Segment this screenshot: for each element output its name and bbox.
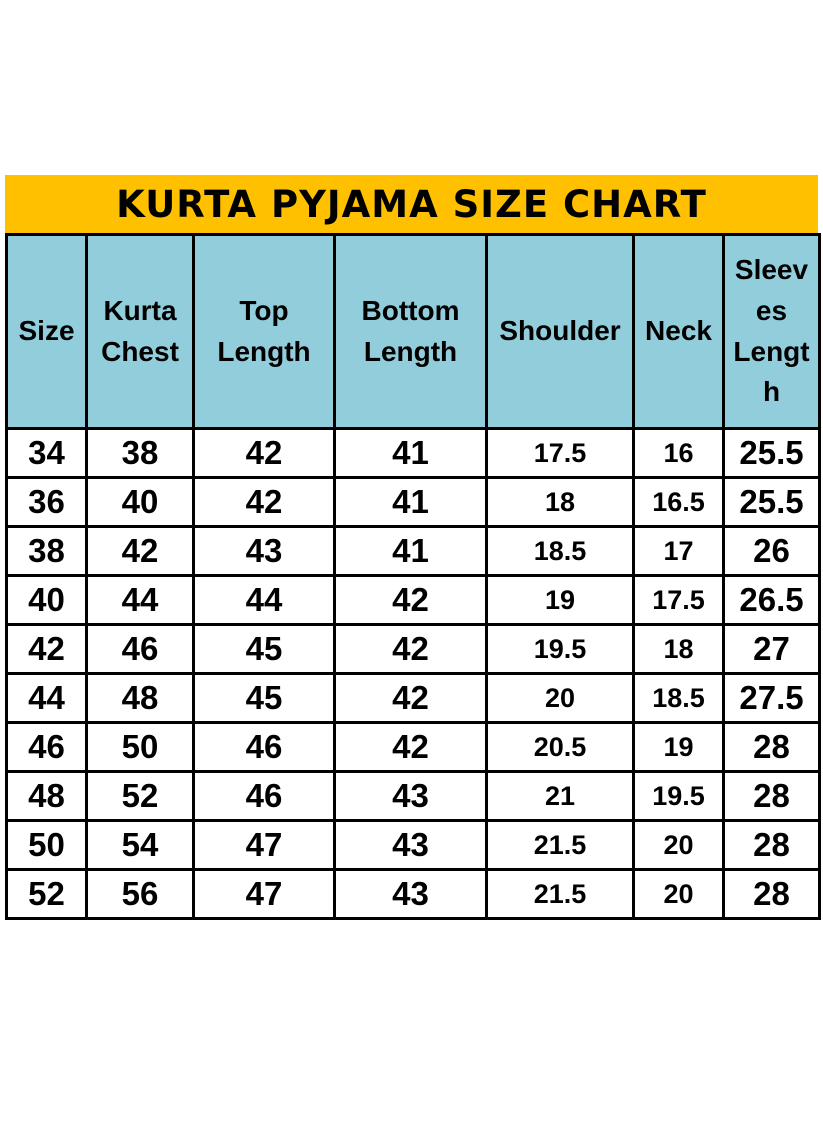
table-row: 38 42 43 41 18.5 17 26 bbox=[5, 525, 821, 577]
header-row: Size Kurta Chest Top Length Bottom Length Sh… bbox=[5, 233, 821, 430]
cell-r5-c5: 18.5 bbox=[632, 672, 725, 724]
cell-r8-c0: 50 bbox=[5, 819, 88, 871]
cell-r3-c0: 40 bbox=[5, 574, 88, 626]
cell-r0-c1: 38 bbox=[85, 427, 195, 479]
cell-r1-c2: 42 bbox=[192, 476, 336, 528]
cell-r3-c1: 44 bbox=[85, 574, 195, 626]
cell-r5-c0: 44 bbox=[5, 672, 88, 724]
cell-r2-c5: 17 bbox=[632, 525, 725, 577]
table-row: 48 52 46 43 21 19.5 28 bbox=[5, 770, 821, 822]
size-chart: KURTA PYJAMA SIZE CHART Size Kurta Chest T… bbox=[5, 175, 821, 920]
size-table-header: Size Kurta Chest Top Length Bottom Length Sh… bbox=[5, 233, 821, 430]
cell-r3-c6: 26.5 bbox=[722, 574, 821, 626]
cell-r9-c1: 56 bbox=[85, 868, 195, 920]
cell-r2-c2: 43 bbox=[192, 525, 336, 577]
table-row: 44 48 45 42 20 18.5 27.5 bbox=[5, 672, 821, 724]
cell-r3-c4: 19 bbox=[485, 574, 635, 626]
cell-r4-c3: 42 bbox=[333, 623, 488, 675]
size-table: Size Kurta Chest Top Length Bottom Length Sh… bbox=[5, 233, 821, 920]
cell-r1-c0: 36 bbox=[5, 476, 88, 528]
cell-r1-c3: 41 bbox=[333, 476, 488, 528]
cell-r6-c1: 50 bbox=[85, 721, 195, 773]
cell-r5-c2: 45 bbox=[192, 672, 336, 724]
size-table-body: 34 38 42 41 17.5 16 25.5 36 40 42 41 18 16.5 25.5 38 42… bbox=[5, 427, 821, 920]
cell-r5-c4: 20 bbox=[485, 672, 635, 724]
column-header-kurta-chest: Kurta Chest bbox=[85, 233, 195, 430]
cell-r3-c2: 44 bbox=[192, 574, 336, 626]
table-row: 50 54 47 43 21.5 20 28 bbox=[5, 819, 821, 871]
cell-r3-c3: 42 bbox=[333, 574, 488, 626]
cell-r7-c1: 52 bbox=[85, 770, 195, 822]
cell-r8-c5: 20 bbox=[632, 819, 725, 871]
cell-r9-c3: 43 bbox=[333, 868, 488, 920]
cell-r6-c2: 46 bbox=[192, 721, 336, 773]
table-row: 36 40 42 41 18 16.5 25.5 bbox=[5, 476, 821, 528]
cell-r2-c1: 42 bbox=[85, 525, 195, 577]
table-row: 46 50 46 42 20.5 19 28 bbox=[5, 721, 821, 773]
cell-r7-c3: 43 bbox=[333, 770, 488, 822]
chart-title: KURTA PYJAMA SIZE CHART bbox=[116, 182, 707, 226]
cell-r3-c5: 17.5 bbox=[632, 574, 725, 626]
chart-title-bar: KURTA PYJAMA SIZE CHART bbox=[5, 175, 818, 233]
cell-r9-c4: 21.5 bbox=[485, 868, 635, 920]
cell-r7-c4: 21 bbox=[485, 770, 635, 822]
cell-r8-c2: 47 bbox=[192, 819, 336, 871]
cell-r8-c6: 28 bbox=[722, 819, 821, 871]
cell-r4-c1: 46 bbox=[85, 623, 195, 675]
cell-r4-c2: 45 bbox=[192, 623, 336, 675]
cell-r1-c6: 25.5 bbox=[722, 476, 821, 528]
cell-r2-c0: 38 bbox=[5, 525, 88, 577]
cell-r5-c1: 48 bbox=[85, 672, 195, 724]
column-header-size: Size bbox=[5, 233, 88, 430]
cell-r8-c3: 43 bbox=[333, 819, 488, 871]
column-header-shoulder: Shoulder bbox=[485, 233, 635, 430]
cell-r1-c4: 18 bbox=[485, 476, 635, 528]
table-row: 52 56 47 43 21.5 20 28 bbox=[5, 868, 821, 920]
cell-r1-c5: 16.5 bbox=[632, 476, 725, 528]
cell-r6-c3: 42 bbox=[333, 721, 488, 773]
table-row: 40 44 44 42 19 17.5 26.5 bbox=[5, 574, 821, 626]
cell-r4-c6: 27 bbox=[722, 623, 821, 675]
cell-r0-c2: 42 bbox=[192, 427, 336, 479]
cell-r6-c0: 46 bbox=[5, 721, 88, 773]
cell-r0-c0: 34 bbox=[5, 427, 88, 479]
cell-r5-c3: 42 bbox=[333, 672, 488, 724]
cell-r0-c6: 25.5 bbox=[722, 427, 821, 479]
cell-r7-c2: 46 bbox=[192, 770, 336, 822]
cell-r4-c0: 42 bbox=[5, 623, 88, 675]
cell-r0-c3: 41 bbox=[333, 427, 488, 479]
cell-r9-c6: 28 bbox=[722, 868, 821, 920]
cell-r2-c4: 18.5 bbox=[485, 525, 635, 577]
cell-r8-c1: 54 bbox=[85, 819, 195, 871]
cell-r9-c5: 20 bbox=[632, 868, 725, 920]
cell-r1-c1: 40 bbox=[85, 476, 195, 528]
table-row: 34 38 42 41 17.5 16 25.5 bbox=[5, 427, 821, 479]
cell-r7-c5: 19.5 bbox=[632, 770, 725, 822]
cell-r2-c3: 41 bbox=[333, 525, 488, 577]
cell-r4-c5: 18 bbox=[632, 623, 725, 675]
cell-r6-c5: 19 bbox=[632, 721, 725, 773]
cell-r0-c4: 17.5 bbox=[485, 427, 635, 479]
table-row: 42 46 45 42 19.5 18 27 bbox=[5, 623, 821, 675]
cell-r6-c6: 28 bbox=[722, 721, 821, 773]
cell-r9-c2: 47 bbox=[192, 868, 336, 920]
column-header-sleeves-length: Sleeves Length bbox=[722, 233, 821, 430]
cell-r2-c6: 26 bbox=[722, 525, 821, 577]
column-header-top-length: Top Length bbox=[192, 233, 336, 430]
column-header-neck: Neck bbox=[632, 233, 725, 430]
cell-r5-c6: 27.5 bbox=[722, 672, 821, 724]
column-header-bottom-length: Bottom Length bbox=[333, 233, 488, 430]
cell-r8-c4: 21.5 bbox=[485, 819, 635, 871]
cell-r9-c0: 52 bbox=[5, 868, 88, 920]
cell-r4-c4: 19.5 bbox=[485, 623, 635, 675]
cell-r7-c0: 48 bbox=[5, 770, 88, 822]
cell-r0-c5: 16 bbox=[632, 427, 725, 479]
cell-r7-c6: 28 bbox=[722, 770, 821, 822]
cell-r6-c4: 20.5 bbox=[485, 721, 635, 773]
